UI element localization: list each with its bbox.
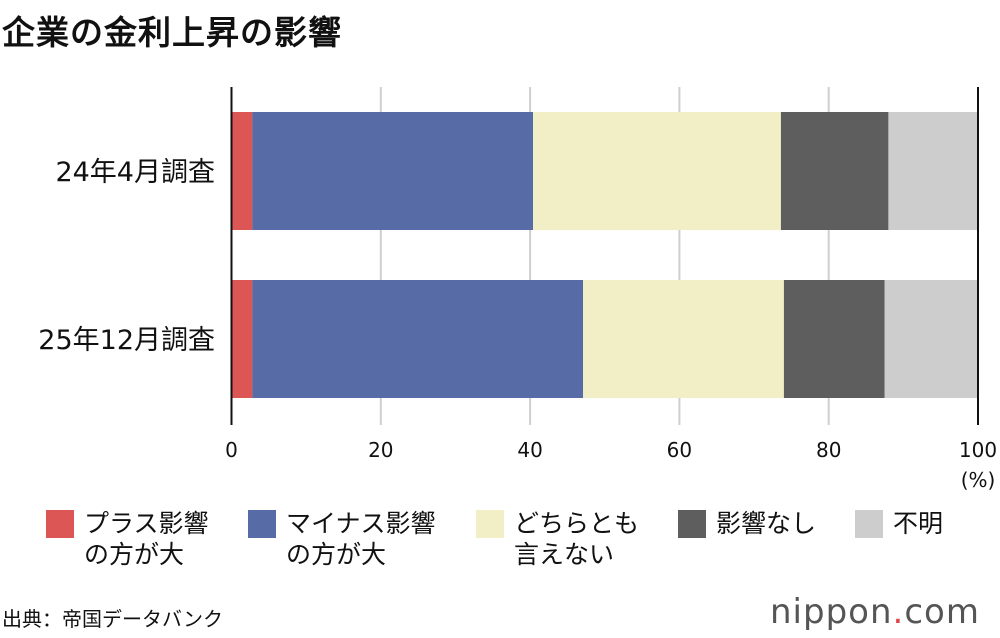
- legend-label: マイナス影響 の方が大: [286, 509, 436, 569]
- source-note: 出典：帝国データバンク: [2, 607, 223, 631]
- bar-segment: [231, 112, 253, 230]
- bar-segment: [780, 112, 889, 230]
- chart-title: 企業の金利上昇の影響: [2, 13, 342, 52]
- legend-label: どちらとも 言えない: [514, 509, 640, 569]
- legend-item: 影響なし: [678, 508, 816, 539]
- legend-swatch: [248, 510, 276, 538]
- bar-segment: [252, 112, 534, 230]
- nippon-logo: nippon.com: [770, 592, 980, 632]
- bar-segment: [231, 280, 253, 398]
- legend-label: プラス影響 の方が大: [84, 509, 209, 569]
- legend-label: 影響なし: [716, 509, 817, 538]
- x-axis-unit: (%): [961, 468, 996, 492]
- legend-swatch: [855, 510, 883, 538]
- legend-swatch: [678, 510, 706, 538]
- legend-item: どちらとも 言えない: [476, 508, 639, 570]
- bar-segment: [783, 280, 885, 398]
- x-tick-label: 40: [517, 438, 542, 462]
- bar-segment: [888, 112, 978, 230]
- legend-label: 不明: [893, 509, 944, 538]
- category-label: 24年4月調査: [55, 157, 215, 188]
- bar-segment: [533, 112, 781, 230]
- bar-segment: [884, 280, 978, 398]
- x-tick-label: 0: [225, 438, 238, 462]
- legend-item: プラス影響 の方が大: [46, 508, 209, 570]
- legend-swatch: [46, 510, 74, 538]
- x-tick-label: 20: [368, 438, 393, 462]
- bar-segment: [252, 280, 584, 398]
- legend: プラス影響 の方が大 マイナス影響 の方が大 どちらとも 言えない 影響なし 不明: [0, 508, 1000, 578]
- x-tick-label: 80: [816, 438, 841, 462]
- legend-item: 不明: [855, 508, 943, 539]
- legend-swatch: [476, 510, 504, 538]
- x-tick-label: 100: [959, 438, 997, 462]
- bar-segment: [583, 280, 784, 398]
- legend-item: マイナス影響 の方が大: [248, 508, 436, 570]
- x-tick-label: 60: [667, 438, 692, 462]
- category-label: 25年12月調査: [38, 325, 215, 356]
